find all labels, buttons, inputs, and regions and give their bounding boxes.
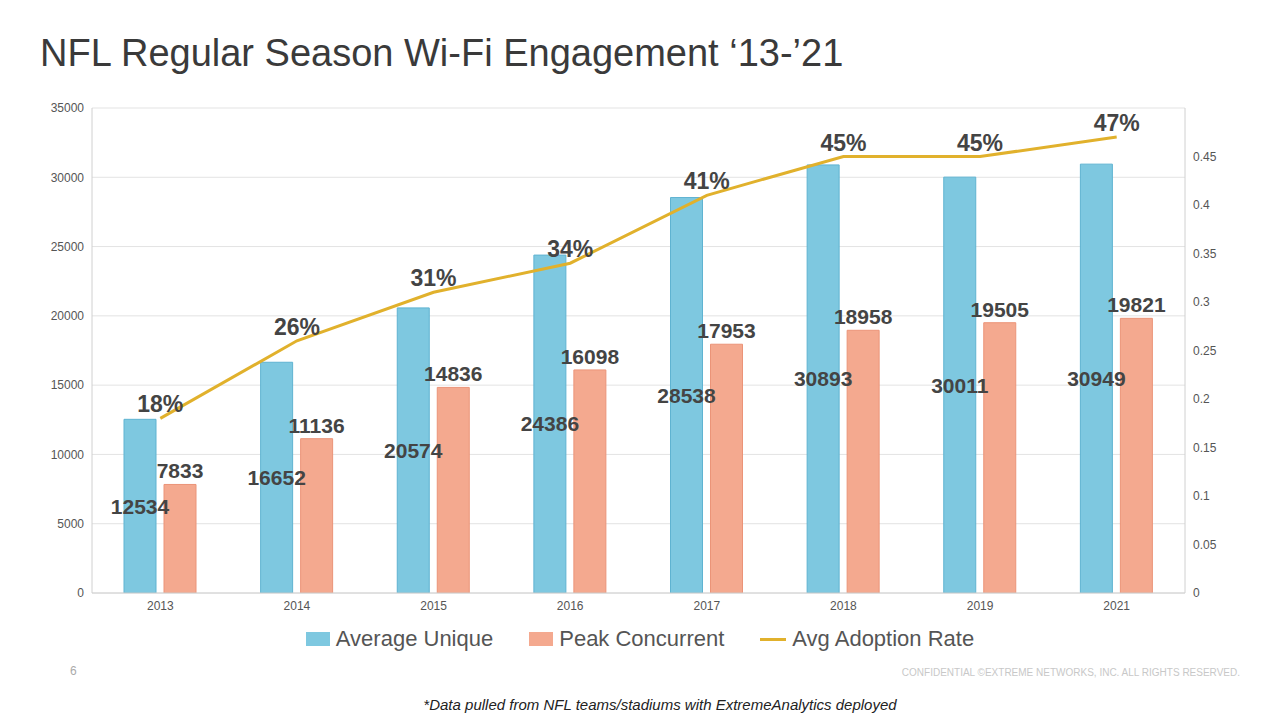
svg-text:25000: 25000: [51, 240, 85, 254]
svg-text:15000: 15000: [51, 378, 85, 392]
svg-text:10000: 10000: [51, 448, 85, 462]
svg-text:45%: 45%: [957, 130, 1003, 156]
svg-text:2018: 2018: [830, 599, 857, 613]
svg-text:30949: 30949: [1067, 367, 1125, 390]
svg-text:30893: 30893: [794, 367, 852, 390]
svg-text:2016: 2016: [557, 599, 584, 613]
svg-text:26%: 26%: [274, 314, 320, 340]
svg-text:0.2: 0.2: [1193, 392, 1210, 406]
svg-text:20574: 20574: [384, 439, 443, 462]
svg-text:0.4: 0.4: [1193, 198, 1210, 212]
svg-text:17953: 17953: [697, 319, 755, 342]
svg-text:12534: 12534: [111, 495, 170, 518]
svg-text:30011: 30011: [931, 374, 989, 397]
svg-text:47%: 47%: [1094, 110, 1140, 136]
html-text:NFL Regular Season Wi-Fi Engag: NFL Regular Season Wi-Fi Engagement ‘13-…: [40, 32, 844, 74]
svg-text:16652: 16652: [247, 466, 305, 489]
svg-text:0.35: 0.35: [1193, 247, 1217, 261]
svg-text:7833: 7833: [157, 459, 204, 482]
html-text:*Data pulled from NFL teams/st: *Data pulled from NFL teams/stadiums wit…: [423, 696, 897, 713]
svg-text:0: 0: [77, 586, 84, 600]
svg-text:18%: 18%: [137, 391, 183, 417]
svg-text:0.05: 0.05: [1193, 538, 1217, 552]
svg-text:18958: 18958: [834, 305, 893, 328]
html-text:CONFIDENTIAL ©EXTREME NETWORKS: CONFIDENTIAL ©EXTREME NETWORKS, INC. ALL…: [901, 667, 1240, 678]
svg-text:2013: 2013: [147, 599, 174, 613]
svg-text:0.1: 0.1: [1193, 489, 1210, 503]
svg-text:35000: 35000: [51, 101, 85, 115]
svg-text:16098: 16098: [561, 345, 620, 368]
svg-text:24386: 24386: [521, 412, 579, 435]
html-text:Peak Concurrent: Peak Concurrent: [559, 626, 725, 651]
svg-text:34%: 34%: [547, 236, 593, 262]
svg-text:45%: 45%: [820, 130, 866, 156]
svg-text:5000: 5000: [57, 517, 84, 531]
html-text:6: 6: [70, 664, 77, 678]
svg-text:0: 0: [1193, 586, 1200, 600]
html-text:Avg Adoption Rate: Avg Adoption Rate: [792, 626, 975, 651]
svg-text:2019: 2019: [967, 599, 994, 613]
svg-text:0.3: 0.3: [1193, 295, 1210, 309]
svg-text:2014: 2014: [284, 599, 311, 613]
svg-text:19505: 19505: [971, 298, 1030, 321]
svg-text:14836: 14836: [424, 362, 482, 385]
svg-text:0.25: 0.25: [1193, 344, 1217, 358]
svg-text:41%: 41%: [684, 168, 730, 194]
svg-text:28538: 28538: [657, 384, 716, 407]
svg-text:2015: 2015: [420, 599, 447, 613]
svg-text:19821: 19821: [1107, 293, 1166, 316]
svg-text:31%: 31%: [411, 265, 457, 291]
svg-text:11136: 11136: [289, 414, 345, 437]
svg-text:30000: 30000: [51, 171, 85, 185]
svg-text:0.15: 0.15: [1193, 441, 1217, 455]
svg-text:20000: 20000: [51, 309, 85, 323]
svg-text:0.45: 0.45: [1193, 150, 1217, 164]
svg-text:2017: 2017: [693, 599, 720, 613]
svg-text:2021: 2021: [1103, 599, 1130, 613]
html-text:Average Unique: Average Unique: [335, 626, 494, 651]
